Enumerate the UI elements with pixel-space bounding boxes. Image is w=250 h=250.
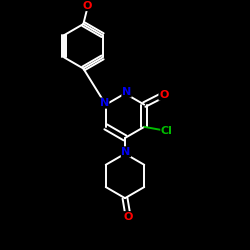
Text: N: N xyxy=(122,87,131,97)
Text: O: O xyxy=(82,0,92,10)
Text: N: N xyxy=(100,98,109,108)
Text: O: O xyxy=(124,212,133,222)
Text: O: O xyxy=(159,90,168,100)
Text: Cl: Cl xyxy=(161,126,173,136)
Text: N: N xyxy=(121,147,130,157)
